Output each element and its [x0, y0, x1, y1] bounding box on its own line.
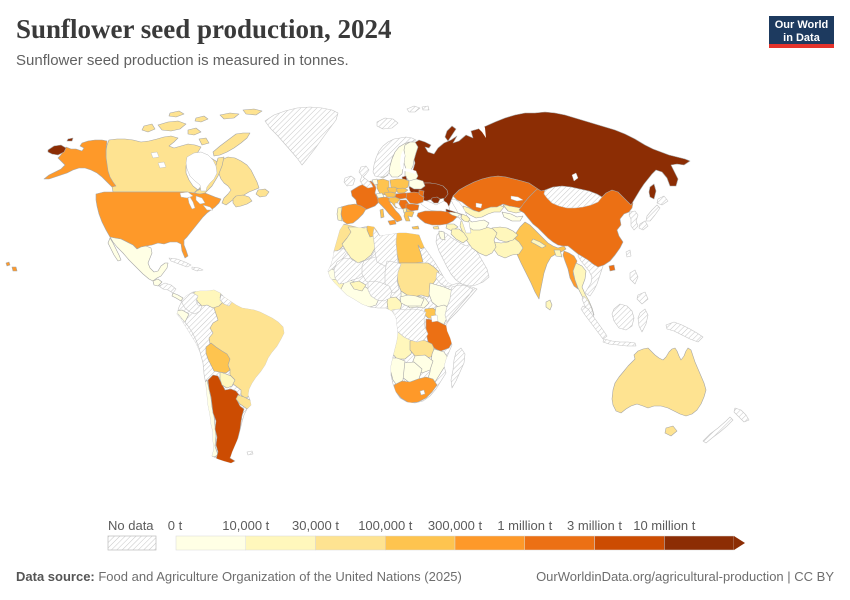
svg-text:0 t: 0 t	[168, 518, 183, 533]
svg-text:No data: No data	[108, 518, 154, 533]
svg-text:1 million t: 1 million t	[497, 518, 552, 533]
svg-text:30,000 t: 30,000 t	[292, 518, 339, 533]
svg-text:10,000 t: 10,000 t	[222, 518, 269, 533]
svg-text:10 million t: 10 million t	[633, 518, 696, 533]
svg-text:3 million t: 3 million t	[567, 518, 622, 533]
svg-text:300,000 t: 300,000 t	[428, 518, 483, 533]
svg-text:100,000 t: 100,000 t	[358, 518, 413, 533]
